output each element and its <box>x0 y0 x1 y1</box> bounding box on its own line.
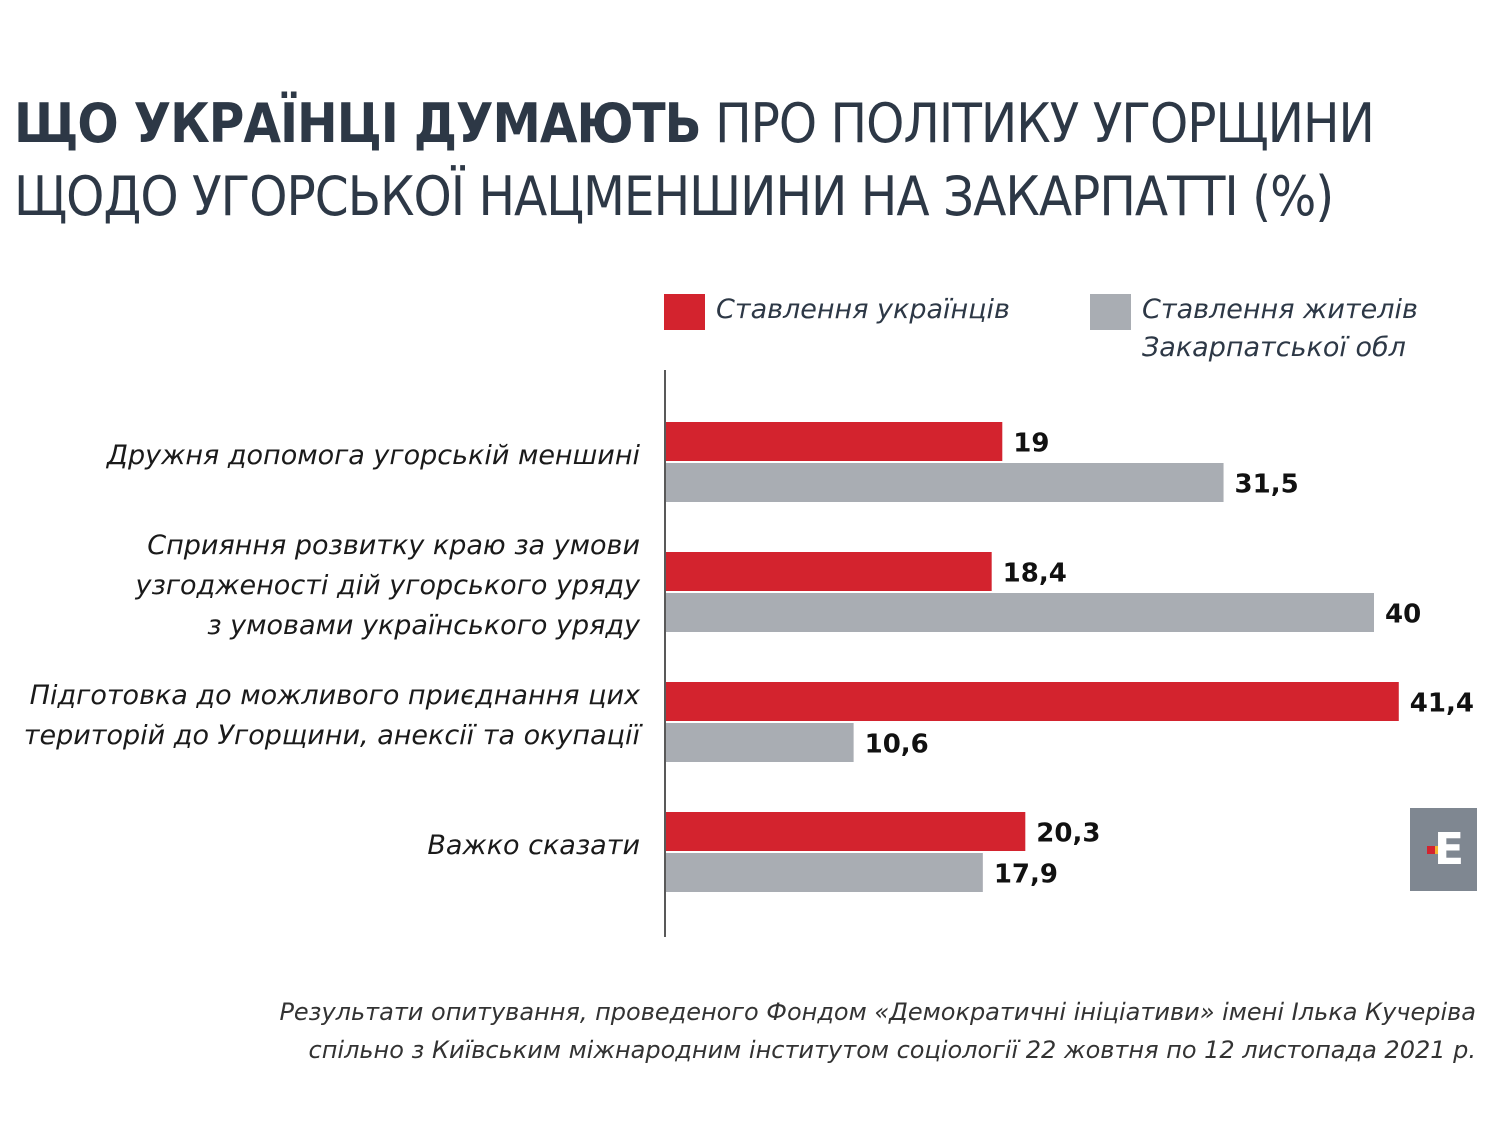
legend-line: Закарпатської обл <box>1142 332 1406 363</box>
category-label: Підготовка до можливого приєднання цих те… <box>24 676 640 756</box>
legend-label-ukrainians: Ставлення українців <box>716 294 1010 325</box>
category-label-line: з умовами українського уряду <box>207 610 640 641</box>
data-label: 17,9 <box>994 860 1058 890</box>
category-label: Сприяння розвитку краю за умови узгоджено… <box>136 526 640 646</box>
source-note: Результати опитування, проведеного Фондо… <box>279 993 1476 1069</box>
legend-line: Ставлення жителів <box>1142 294 1418 325</box>
logo-yellow-mark <box>1435 846 1443 854</box>
category-label-line: Важко сказати <box>427 830 640 861</box>
bar-ukrainians <box>666 422 1003 461</box>
data-label: 40 <box>1385 600 1421 630</box>
bar-zakarpattia <box>666 723 854 762</box>
data-label: 18,4 <box>1003 559 1067 589</box>
legend-label-zakarpattia: Ставлення жителів Закарпатської обл <box>1142 291 1418 367</box>
title-light: ПРО ПОЛІТИКУ УГОРЩИНИ <box>700 92 1375 155</box>
bar-zakarpattia <box>666 593 1374 632</box>
source-line: спільно з Київським міжнародним інститут… <box>308 1036 1476 1064</box>
logo: Е <box>1410 808 1477 891</box>
bar-ukrainians <box>666 552 992 591</box>
source-line: Результати опитування, проведеного Фондо… <box>279 998 1476 1026</box>
data-label: 19 <box>1013 429 1049 459</box>
category-label-line: узгодженості дій угорського уряду <box>135 570 640 601</box>
bar-ukrainians <box>666 812 1026 851</box>
data-label: 10,6 <box>865 730 929 760</box>
logo-letter: Е <box>1434 824 1465 875</box>
category-label-line: територій до Угорщини, анексії та окупац… <box>23 720 640 751</box>
title-line-2: ЩОДО УГОРСЬКОЇ НАЦМЕНШИНИ НА ЗАКАРПАТТІ … <box>14 165 1334 228</box>
category-label: Дружня допомога угорській меншині <box>107 436 640 476</box>
category-label-line: Дружня допомога угорській меншині <box>106 440 640 471</box>
logo-red-mark <box>1427 846 1435 854</box>
category-label: Важко сказати <box>427 826 640 866</box>
category-label-line: Підготовка до можливого приєднання цих <box>29 680 640 711</box>
bar-zakarpattia <box>666 463 1224 502</box>
title-line-1: ЩО УКРАЇНЦІ ДУМАЮТЬ ПРО ПОЛІТИКУ УГОРЩИН… <box>14 92 1375 155</box>
data-label: 31,5 <box>1235 470 1299 500</box>
bar-zakarpattia <box>666 853 983 892</box>
legend-swatch-zakarpattia <box>1090 294 1131 330</box>
data-label: 41,4 <box>1410 689 1474 719</box>
title-bold: ЩО УКРАЇНЦІ ДУМАЮТЬ <box>14 92 702 155</box>
bar-ukrainians <box>666 682 1399 721</box>
legend-swatch-ukrainians <box>664 294 705 330</box>
data-label: 20,3 <box>1036 819 1100 849</box>
category-label-line: Сприяння розвитку краю за умови <box>147 530 640 561</box>
